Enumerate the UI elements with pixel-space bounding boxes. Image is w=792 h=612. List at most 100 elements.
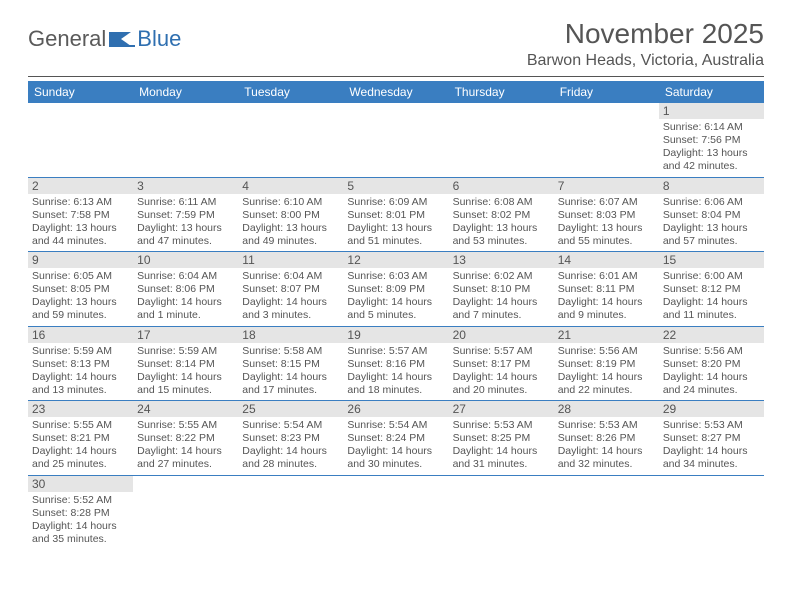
calendar-week-row: 16Sunrise: 5:59 AMSunset: 8:13 PMDayligh… [28, 326, 764, 401]
header-row: General Blue November 2025 Barwon Heads,… [28, 18, 764, 70]
weekday-header: Monday [133, 81, 238, 103]
daylight-text: Daylight: 13 hours and 55 minutes. [558, 222, 655, 248]
calendar-day-cell: 10Sunrise: 6:04 AMSunset: 8:06 PMDayligh… [133, 252, 238, 327]
calendar-day-cell: 4Sunrise: 6:10 AMSunset: 8:00 PMDaylight… [238, 177, 343, 252]
calendar-empty-cell [659, 475, 764, 549]
weekday-header: Wednesday [343, 81, 448, 103]
calendar-day-cell: 29Sunrise: 5:53 AMSunset: 8:27 PMDayligh… [659, 401, 764, 476]
calendar-page: General Blue November 2025 Barwon Heads,… [0, 0, 792, 549]
title-block: November 2025 Barwon Heads, Victoria, Au… [527, 18, 764, 70]
sunrise-text: Sunrise: 6:06 AM [663, 196, 760, 209]
sunrise-text: Sunrise: 6:11 AM [137, 196, 234, 209]
day-info: Sunrise: 5:53 AMSunset: 8:25 PMDaylight:… [453, 419, 550, 472]
daylight-text: Daylight: 13 hours and 44 minutes. [32, 222, 129, 248]
calendar-day-cell: 1 Sunrise: 6:14 AMSunset: 7:56 PMDaylight… [659, 103, 764, 177]
day-info: Sunrise: 5:53 AMSunset: 8:27 PMDaylight:… [663, 419, 760, 472]
calendar-week-row: 30Sunrise: 5:52 AMSunset: 8:28 PMDayligh… [28, 475, 764, 549]
day-number: 25 [238, 401, 343, 417]
day-number: 20 [449, 327, 554, 343]
day-info: Sunrise: 6:14 AMSunset: 7:56 PMDaylight:… [663, 121, 760, 174]
calendar-empty-cell [449, 103, 554, 177]
sunset-text: Sunset: 8:28 PM [32, 507, 129, 520]
calendar-day-cell: 12 Sunrise: 6:03 AMSunset: 8:09 PMDayligh… [343, 252, 448, 327]
daylight-text: Daylight: 14 hours and 27 minutes. [137, 445, 234, 471]
day-info: Sunrise: 6:03 AMSunset: 8:09 PMDaylight:… [347, 270, 444, 323]
sunset-text: Sunset: 7:59 PM [137, 209, 234, 222]
day-info: Sunrise: 5:53 AMSunset: 8:26 PMDaylight:… [558, 419, 655, 472]
sunset-text: Sunset: 7:58 PM [32, 209, 129, 222]
sunrise-text: Sunrise: 5:59 AM [32, 345, 129, 358]
sunrise-text: Sunrise: 6:03 AM [347, 270, 444, 283]
day-info: Sunrise: 6:05 AMSunset: 8:05 PMDaylight:… [32, 270, 129, 323]
calendar-empty-cell [133, 475, 238, 549]
calendar-day-cell: 20Sunrise: 5:57 AMSunset: 8:17 PMDayligh… [449, 326, 554, 401]
sunset-text: Sunset: 8:00 PM [242, 209, 339, 222]
calendar-empty-cell [133, 103, 238, 177]
sunrise-text: Sunrise: 6:00 AM [663, 270, 760, 283]
day-info: Sunrise: 6:09 AMSunset: 8:01 PMDaylight:… [347, 196, 444, 249]
day-info: Sunrise: 6:11 AMSunset: 7:59 PMDaylight:… [137, 196, 234, 249]
daylight-text: Daylight: 13 hours and 59 minutes. [32, 296, 129, 322]
daylight-text: Daylight: 14 hours and 3 minutes. [242, 296, 339, 322]
sunrise-text: Sunrise: 6:08 AM [453, 196, 550, 209]
day-number: 15 [659, 252, 764, 268]
sunset-text: Sunset: 8:26 PM [558, 432, 655, 445]
calendar-week-row: 2Sunrise: 6:13 AMSunset: 7:58 PMDaylight… [28, 177, 764, 252]
sunrise-text: Sunrise: 6:04 AM [242, 270, 339, 283]
day-number: 27 [449, 401, 554, 417]
sunrise-text: Sunrise: 6:09 AM [347, 196, 444, 209]
calendar-day-cell: 23Sunrise: 5:55 AMSunset: 8:21 PMDayligh… [28, 401, 133, 476]
day-info: Sunrise: 6:00 AMSunset: 8:12 PMDaylight:… [663, 270, 760, 323]
sunrise-text: Sunrise: 5:53 AM [663, 419, 760, 432]
calendar-day-cell: 14Sunrise: 6:01 AMSunset: 8:11 PMDayligh… [554, 252, 659, 327]
sunset-text: Sunset: 8:17 PM [453, 358, 550, 371]
sunset-text: Sunset: 8:05 PM [32, 283, 129, 296]
daylight-text: Daylight: 14 hours and 28 minutes. [242, 445, 339, 471]
day-number: 12 [343, 252, 448, 268]
calendar-day-cell: 16Sunrise: 5:59 AMSunset: 8:13 PMDayligh… [28, 326, 133, 401]
sunrise-text: Sunrise: 6:13 AM [32, 196, 129, 209]
day-info: Sunrise: 5:56 AMSunset: 8:20 PMDaylight:… [663, 345, 760, 398]
day-info: Sunrise: 5:58 AMSunset: 8:15 PMDaylight:… [242, 345, 339, 398]
daylight-text: Daylight: 13 hours and 47 minutes. [137, 222, 234, 248]
sunset-text: Sunset: 8:22 PM [137, 432, 234, 445]
day-number: 17 [133, 327, 238, 343]
sunset-text: Sunset: 8:15 PM [242, 358, 339, 371]
day-number: 3 [133, 178, 238, 194]
day-info: Sunrise: 6:06 AMSunset: 8:04 PMDaylight:… [663, 196, 760, 249]
sunset-text: Sunset: 8:11 PM [558, 283, 655, 296]
sunrise-text: Sunrise: 5:53 AM [558, 419, 655, 432]
calendar-day-cell: 2 Sunrise: 6:13 AMSunset: 7:58 PMDaylight… [28, 177, 133, 252]
day-number: 24 [133, 401, 238, 417]
sunset-text: Sunset: 8:13 PM [32, 358, 129, 371]
daylight-text: Daylight: 14 hours and 22 minutes. [558, 371, 655, 397]
daylight-text: Daylight: 14 hours and 31 minutes. [453, 445, 550, 471]
daylight-text: Daylight: 13 hours and 51 minutes. [347, 222, 444, 248]
sunset-text: Sunset: 8:09 PM [347, 283, 444, 296]
day-info: Sunrise: 5:52 AMSunset: 8:28 PMDaylight:… [32, 494, 129, 547]
day-number: 2 [28, 178, 133, 194]
sunset-text: Sunset: 8:23 PM [242, 432, 339, 445]
sunset-text: Sunset: 8:04 PM [663, 209, 760, 222]
daylight-text: Daylight: 14 hours and 9 minutes. [558, 296, 655, 322]
day-number: 18 [238, 327, 343, 343]
calendar-day-cell: 19Sunrise: 5:57 AMSunset: 8:16 PMDayligh… [343, 326, 448, 401]
daylight-text: Daylight: 13 hours and 53 minutes. [453, 222, 550, 248]
day-number: 21 [554, 327, 659, 343]
calendar-day-cell: 28Sunrise: 5:53 AMSunset: 8:26 PMDayligh… [554, 401, 659, 476]
day-info: Sunrise: 5:56 AMSunset: 8:19 PMDaylight:… [558, 345, 655, 398]
day-number: 1 [659, 103, 764, 119]
day-info: Sunrise: 6:01 AMSunset: 8:11 PMDaylight:… [558, 270, 655, 323]
sunset-text: Sunset: 8:07 PM [242, 283, 339, 296]
calendar-empty-cell [238, 475, 343, 549]
day-info: Sunrise: 6:10 AMSunset: 8:00 PMDaylight:… [242, 196, 339, 249]
daylight-text: Daylight: 14 hours and 18 minutes. [347, 371, 444, 397]
calendar-body: 1 Sunrise: 6:14 AMSunset: 7:56 PMDaylight… [28, 103, 764, 549]
sunrise-text: Sunrise: 6:05 AM [32, 270, 129, 283]
sunset-text: Sunset: 8:21 PM [32, 432, 129, 445]
calendar-day-cell: 22Sunrise: 5:56 AMSunset: 8:20 PMDayligh… [659, 326, 764, 401]
sunrise-text: Sunrise: 6:04 AM [137, 270, 234, 283]
day-info: Sunrise: 5:54 AMSunset: 8:23 PMDaylight:… [242, 419, 339, 472]
sunrise-text: Sunrise: 5:52 AM [32, 494, 129, 507]
sunset-text: Sunset: 8:02 PM [453, 209, 550, 222]
